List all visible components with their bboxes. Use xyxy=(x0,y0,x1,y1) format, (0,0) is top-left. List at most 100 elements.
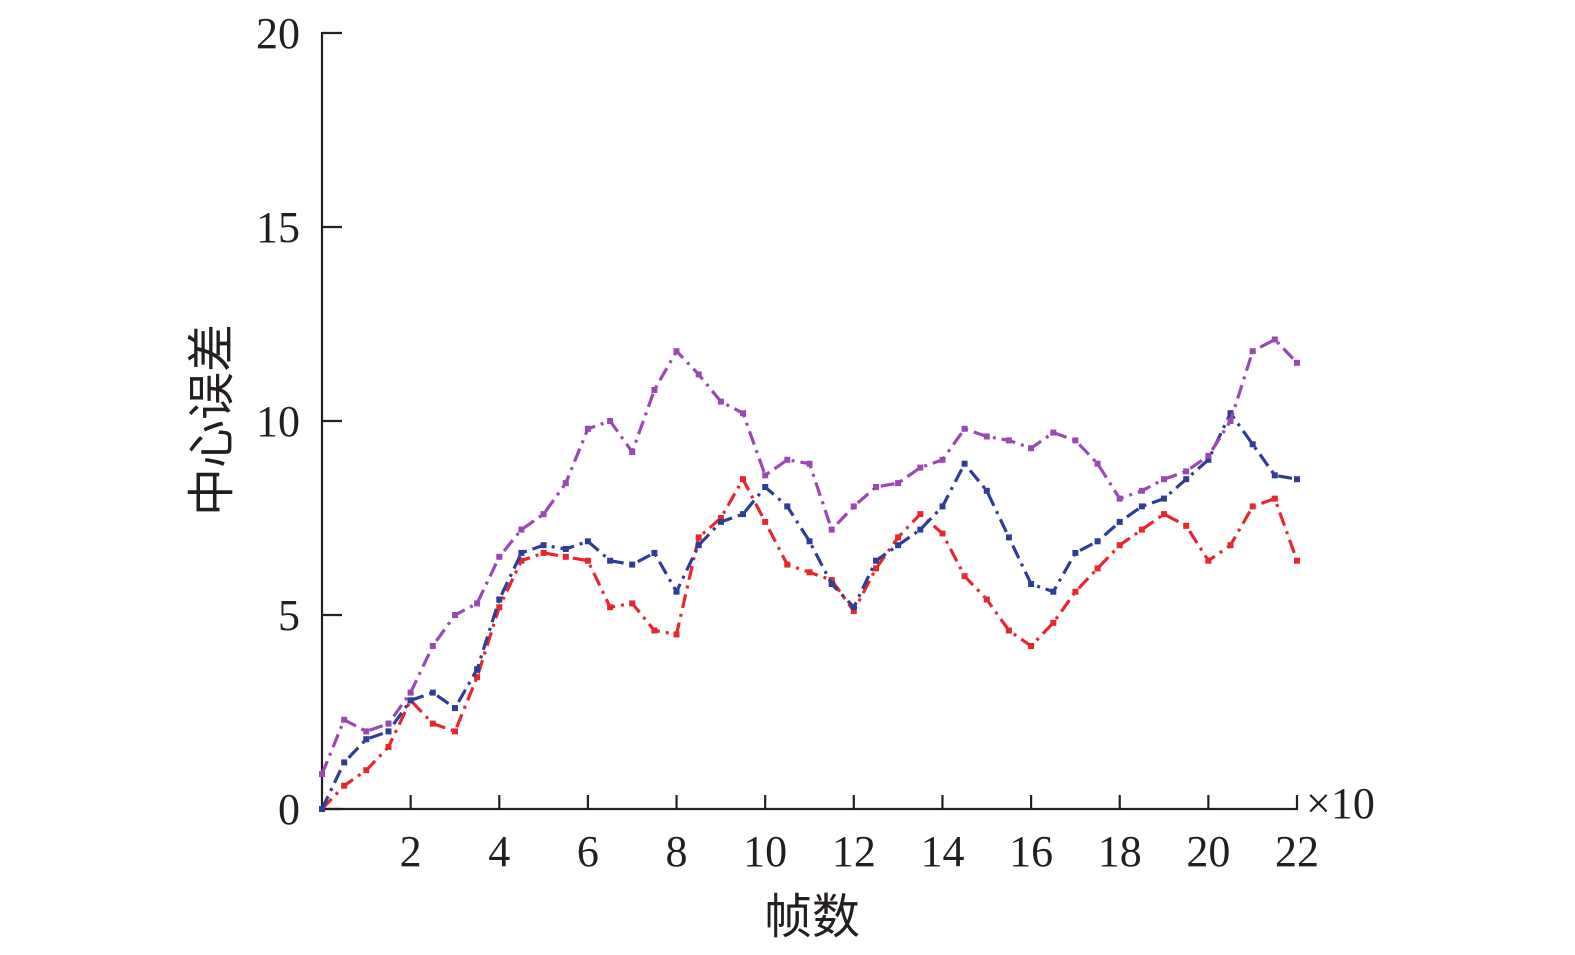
data-point xyxy=(474,600,481,607)
data-point xyxy=(1028,643,1035,649)
y-tick-labels: 0 5 10 15 20 xyxy=(256,9,300,834)
data-point xyxy=(1294,359,1300,366)
data-point xyxy=(983,487,990,494)
data-point xyxy=(363,736,370,743)
data-point xyxy=(607,557,614,564)
x-tick-label: 20 xyxy=(1186,827,1230,876)
data-point xyxy=(762,484,769,490)
x-tick-label: 22 xyxy=(1275,827,1319,876)
data-point xyxy=(873,557,879,564)
series-line xyxy=(320,337,1299,775)
data-point xyxy=(1227,418,1234,424)
data-point xyxy=(1094,565,1101,572)
data-point xyxy=(828,577,835,584)
data-point xyxy=(1161,511,1167,518)
data-point xyxy=(629,600,636,607)
data-point xyxy=(1028,445,1035,452)
x-tick-label: 16 xyxy=(1009,827,1053,876)
x-tick-label: 14 xyxy=(920,827,964,876)
y-tick-label: 5 xyxy=(278,591,300,640)
data-point xyxy=(629,449,636,455)
data-point xyxy=(407,689,414,696)
x-tick-labels: 2 4 6 8 10 12 14 16 18 20 22 xyxy=(400,827,1319,876)
axes xyxy=(320,31,1299,811)
data-point xyxy=(895,480,902,487)
data-point xyxy=(319,771,325,778)
data-point xyxy=(452,705,458,712)
data-point xyxy=(1005,534,1012,541)
data-point xyxy=(1183,522,1190,529)
data-point xyxy=(341,782,348,789)
data-point xyxy=(1249,348,1256,355)
data-point xyxy=(1227,542,1234,549)
data-point xyxy=(496,553,503,560)
x-tick-label: 8 xyxy=(666,827,688,876)
data-point xyxy=(629,561,636,568)
data-point xyxy=(717,518,724,525)
data-point xyxy=(341,759,348,766)
series-2 xyxy=(319,410,1300,812)
data-point xyxy=(717,398,724,405)
x-tick-label: 18 xyxy=(1098,827,1142,876)
data-point xyxy=(385,720,392,727)
data-point xyxy=(562,546,569,552)
data-point xyxy=(518,557,525,564)
data-point xyxy=(1072,437,1079,444)
data-point xyxy=(584,557,591,564)
data-point xyxy=(452,728,458,735)
data-point xyxy=(496,596,503,603)
x-axis-multiplier-label: ×10 xyxy=(1306,779,1375,828)
data-point xyxy=(1116,495,1123,502)
data-point xyxy=(1138,526,1145,533)
data-point xyxy=(917,464,924,471)
data-point xyxy=(540,549,547,556)
data-point xyxy=(607,604,614,611)
data-point xyxy=(651,627,658,634)
data-point xyxy=(385,743,392,750)
y-axis-title: 中心误差 xyxy=(184,324,240,516)
data-point xyxy=(363,728,370,735)
x-axis-title: 帧数 xyxy=(764,889,860,945)
data-point xyxy=(518,549,525,556)
data-point xyxy=(917,511,924,518)
data-point xyxy=(873,565,879,572)
data-point xyxy=(562,480,569,487)
data-point xyxy=(385,728,392,735)
x-tick-label: 6 xyxy=(577,827,599,876)
data-point xyxy=(607,418,614,424)
series-line xyxy=(320,410,1298,810)
data-point xyxy=(1116,542,1123,549)
data-point xyxy=(695,542,702,549)
data-point xyxy=(1050,588,1057,595)
data-point xyxy=(806,538,813,545)
data-point xyxy=(1249,441,1256,448)
data-point xyxy=(1205,456,1212,463)
data-point xyxy=(939,503,946,510)
data-point xyxy=(895,542,902,549)
data-point xyxy=(762,472,769,479)
data-point xyxy=(429,643,436,649)
data-point xyxy=(873,484,879,490)
y-tick-label: 0 xyxy=(278,785,300,834)
data-point xyxy=(895,534,902,541)
data-point xyxy=(1205,557,1212,564)
y-tick-label: 20 xyxy=(256,9,300,58)
data-point xyxy=(1138,503,1145,510)
data-point xyxy=(540,511,547,518)
data-point xyxy=(319,806,325,812)
x-tick-label: 2 xyxy=(400,827,422,876)
data-point xyxy=(1271,472,1278,479)
data-point xyxy=(673,631,680,638)
y-tick-label: 10 xyxy=(256,397,300,446)
data-point xyxy=(917,526,924,533)
data-point xyxy=(784,503,791,510)
data-point xyxy=(1028,581,1035,587)
data-point xyxy=(1161,495,1167,502)
data-point xyxy=(1116,518,1123,525)
data-point xyxy=(740,476,746,483)
data-point xyxy=(828,581,835,587)
data-point xyxy=(740,511,746,518)
data-point xyxy=(695,371,702,378)
data-point xyxy=(651,387,658,393)
series-3 xyxy=(319,336,1300,778)
